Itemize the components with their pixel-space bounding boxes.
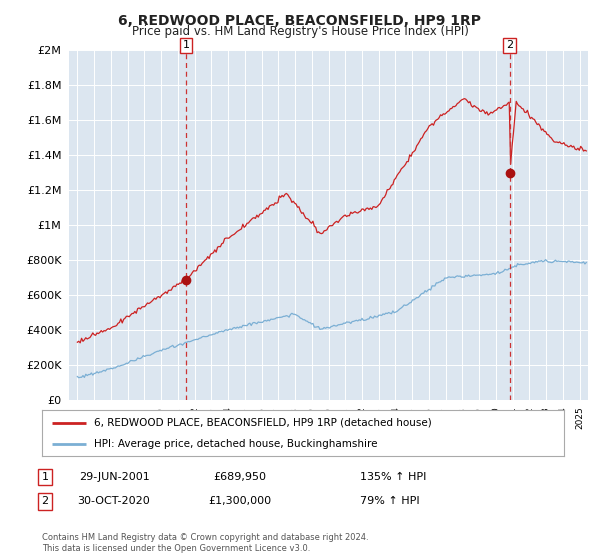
- Text: 1: 1: [182, 40, 190, 50]
- Text: £689,950: £689,950: [214, 472, 266, 482]
- Text: 135% ↑ HPI: 135% ↑ HPI: [360, 472, 427, 482]
- Text: Contains HM Land Registry data © Crown copyright and database right 2024.: Contains HM Land Registry data © Crown c…: [42, 533, 368, 542]
- Text: 30-OCT-2020: 30-OCT-2020: [77, 496, 151, 506]
- Text: £1,300,000: £1,300,000: [208, 496, 272, 506]
- Text: 2: 2: [41, 496, 49, 506]
- Text: 6, REDWOOD PLACE, BEACONSFIELD, HP9 1RP: 6, REDWOOD PLACE, BEACONSFIELD, HP9 1RP: [119, 14, 482, 28]
- Text: HPI: Average price, detached house, Buckinghamshire: HPI: Average price, detached house, Buck…: [94, 439, 378, 449]
- Text: 79% ↑ HPI: 79% ↑ HPI: [360, 496, 419, 506]
- Text: 1: 1: [41, 472, 49, 482]
- Text: 2: 2: [506, 40, 514, 50]
- Text: 29-JUN-2001: 29-JUN-2001: [79, 472, 149, 482]
- Text: Price paid vs. HM Land Registry's House Price Index (HPI): Price paid vs. HM Land Registry's House …: [131, 25, 469, 38]
- Text: This data is licensed under the Open Government Licence v3.0.: This data is licensed under the Open Gov…: [42, 544, 310, 553]
- Text: 6, REDWOOD PLACE, BEACONSFIELD, HP9 1RP (detached house): 6, REDWOOD PLACE, BEACONSFIELD, HP9 1RP …: [94, 418, 432, 428]
